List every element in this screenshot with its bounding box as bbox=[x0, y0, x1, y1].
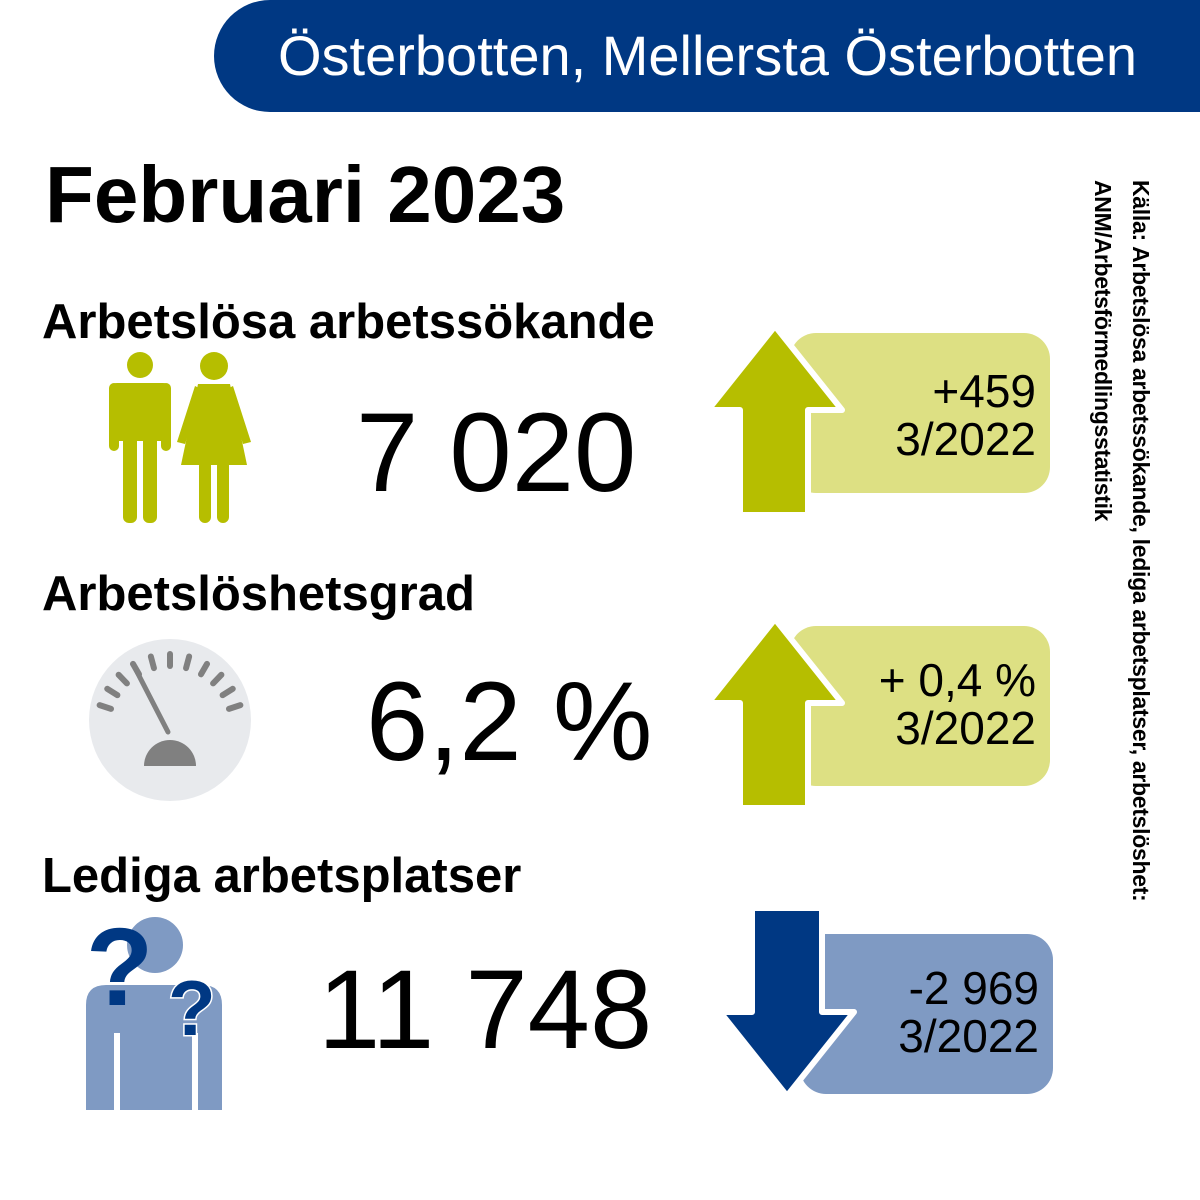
svg-text:?: ? bbox=[168, 964, 216, 1052]
compare-period: 3/2022 bbox=[895, 702, 1036, 754]
man-woman-icon bbox=[109, 352, 251, 523]
compare-period: 3/2022 bbox=[895, 413, 1036, 465]
change-value: -2 969 bbox=[908, 962, 1039, 1014]
arrow-down-icon bbox=[717, 905, 857, 1099]
svg-text:?: ? bbox=[86, 906, 153, 1029]
change-box-vacancies: -2 969 3/2022 bbox=[800, 934, 1053, 1094]
value-vacancies: 11 748 bbox=[318, 947, 653, 1072]
gauge-icon bbox=[89, 639, 251, 801]
heading-unemployed: Arbetslösa arbetssökande bbox=[42, 295, 655, 349]
arrow-up-icon bbox=[705, 616, 845, 811]
compare-period: 3/2022 bbox=[898, 1010, 1039, 1062]
source-line-2: ANM/Arbetsförmedlingsstatistik bbox=[1090, 180, 1116, 522]
change-value: + 0,4 % bbox=[878, 654, 1036, 706]
period-title: Februari 2023 bbox=[45, 150, 566, 239]
heading-unemployment-rate: Arbetslöshetsgrad bbox=[42, 567, 475, 621]
value-unemployed: 7 020 bbox=[356, 390, 637, 515]
heading-vacancies: Lediga arbetsplatser bbox=[42, 849, 522, 903]
source-note: Källa: Arbetslösa arbetssökande, lediga … bbox=[1084, 180, 1160, 1070]
change-value: +459 bbox=[932, 365, 1036, 417]
value-unemployment-rate: 6,2 % bbox=[366, 659, 653, 784]
person-question-icon: ? ? bbox=[86, 906, 222, 1110]
region-banner: Österbotten, Mellersta Österbotten bbox=[214, 0, 1200, 112]
region-title: Österbotten, Mellersta Österbotten bbox=[278, 24, 1138, 87]
source-line-1: Källa: Arbetslösa arbetssökande, lediga … bbox=[1128, 180, 1154, 902]
arrow-up-icon bbox=[705, 323, 845, 518]
